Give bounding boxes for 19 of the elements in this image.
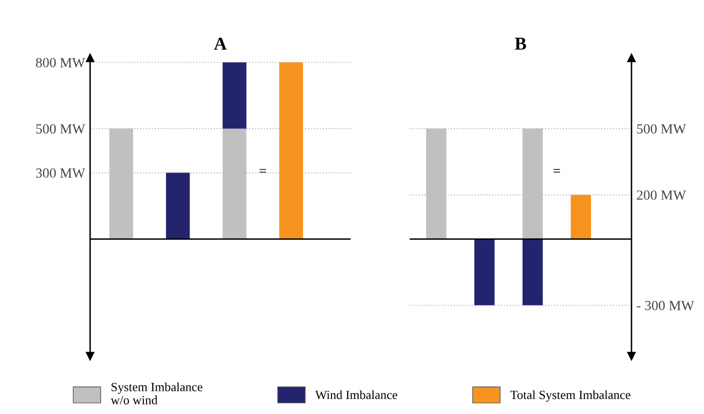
chart-title: B [514, 38, 526, 50]
legend-label: Total System Imbalance [510, 390, 630, 402]
annotation: = [554, 169, 560, 172]
bar [166, 172, 190, 240]
y2-tick-label: - 300 MW [636, 300, 694, 310]
legend-label: Wind Imbalance [315, 390, 398, 400]
y2-tick-label: 200 MW [636, 190, 686, 200]
y-tick-label: 500 MW [36, 124, 86, 134]
bar [279, 62, 304, 240]
legend-label: System Imbalance w/o wind [110, 382, 202, 404]
bar [570, 194, 591, 240]
bar [222, 62, 246, 129]
annotation: = [260, 169, 266, 172]
chart-title: A [214, 38, 227, 50]
y-tick-label: 800 MW [36, 58, 86, 68]
bar [522, 239, 543, 306]
bar [474, 239, 495, 306]
y-tick-label: 300 MW [36, 168, 86, 178]
y2-tick-label: 500 MW [637, 124, 686, 134]
